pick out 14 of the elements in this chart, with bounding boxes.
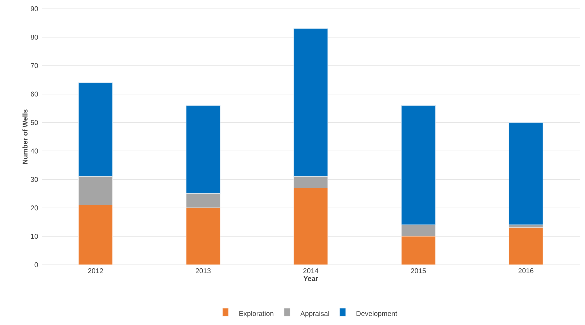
bar [78,205,114,265]
bar [186,105,221,194]
bar [186,208,221,265]
bar [78,82,114,178]
bar [508,228,544,265]
bar [78,176,114,206]
bar [401,224,436,237]
bar [401,105,436,226]
bar [401,236,436,265]
bar [294,176,328,188]
bar [294,28,328,178]
bar [294,188,328,265]
bar [508,122,544,226]
bar [186,194,221,208]
